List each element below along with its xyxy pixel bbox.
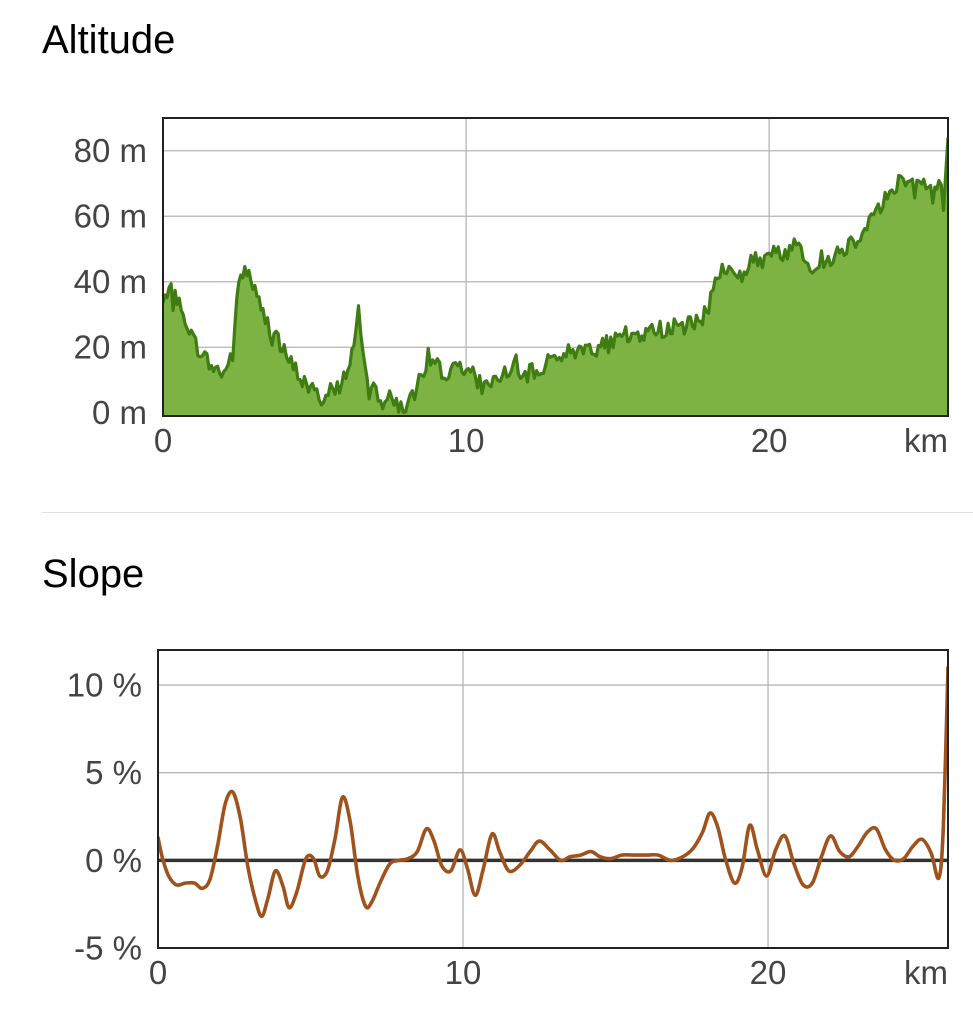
plot-area (158, 650, 948, 948)
plot-frame (162, 117, 949, 417)
y-tick-label: 10 % (67, 667, 142, 704)
y-tick-label: 5 % (85, 754, 142, 791)
x-tick-label: 10 (448, 422, 485, 459)
y-tick-label: 60 m (74, 198, 147, 235)
altitude-title: Altitude (42, 18, 176, 62)
y-tick-label: 40 m (74, 263, 147, 300)
y-tick-label: 80 m (74, 132, 147, 169)
x-tick-label: 10 (445, 954, 482, 991)
altitude-line (163, 137, 948, 414)
y-tick-label: -5 % (74, 930, 142, 967)
plot-frame (157, 649, 949, 949)
y-tick-label: 0 % (85, 842, 142, 879)
y-tick-label: 0 m (92, 394, 147, 431)
y-tick-label: 20 m (74, 329, 147, 366)
x-tick-label: 20 (751, 422, 788, 459)
x-tick-label: 0 (154, 422, 172, 459)
altitude-chart: 0 m 20 m 40 m 60 m 80 m 0 10 20 km (74, 117, 949, 459)
slope-line (158, 665, 948, 919)
x-tick-label: 20 (750, 954, 787, 991)
x-unit-label: km (904, 422, 948, 459)
slope-title: Slope (42, 552, 145, 596)
x-unit-label: km (904, 954, 948, 991)
x-tick-label: 0 (149, 954, 167, 991)
section-divider (42, 512, 973, 513)
altitude-area (163, 137, 948, 416)
